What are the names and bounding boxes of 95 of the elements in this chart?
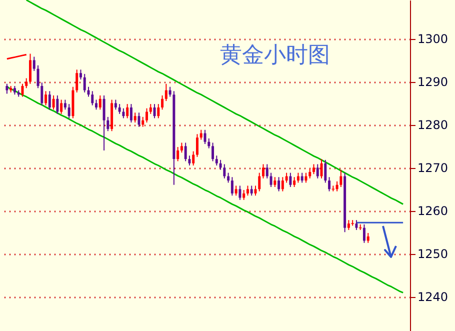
candlestick bbox=[184, 142, 187, 162]
candlestick bbox=[21, 83, 24, 98]
candlestick bbox=[176, 146, 180, 162]
candlestick bbox=[56, 94, 59, 114]
candlestick bbox=[153, 104, 156, 119]
candlestick bbox=[262, 164, 264, 179]
candlestick bbox=[130, 104, 132, 124]
line-series bbox=[6, 86, 404, 294]
candlestick bbox=[192, 150, 195, 166]
candlestick bbox=[122, 108, 125, 119]
candlestick bbox=[106, 116, 110, 132]
candlestick bbox=[242, 190, 246, 200]
candlestick bbox=[304, 172, 308, 184]
candlestick bbox=[6, 83, 8, 94]
candlestick bbox=[293, 176, 296, 188]
candlestick bbox=[98, 94, 102, 110]
candlestick bbox=[254, 185, 257, 196]
candlestick bbox=[157, 104, 160, 119]
candlestick bbox=[60, 99, 63, 114]
candlestick bbox=[340, 169, 342, 188]
candlestick bbox=[285, 172, 288, 184]
candlestick bbox=[52, 94, 55, 110]
candlestick bbox=[36, 64, 40, 89]
y-tick-label: 1240 bbox=[418, 290, 448, 304]
candlestick bbox=[168, 86, 172, 98]
candlestick bbox=[328, 176, 331, 192]
candlestick bbox=[126, 104, 129, 119]
candlestick bbox=[188, 155, 191, 166]
candlestick bbox=[238, 185, 242, 200]
candlestick bbox=[258, 172, 261, 192]
candlestick bbox=[40, 82, 44, 106]
candlestick bbox=[64, 99, 66, 110]
candlestick bbox=[246, 185, 249, 196]
candlestick bbox=[278, 176, 280, 192]
candlestick bbox=[234, 185, 238, 196]
candlestick bbox=[48, 90, 51, 110]
candlestick bbox=[336, 180, 338, 192]
candlestick bbox=[215, 155, 218, 166]
y-tick-label: 1280 bbox=[418, 118, 448, 132]
candlestick bbox=[102, 94, 106, 151]
candlestick bbox=[32, 56, 36, 72]
candlestick bbox=[355, 220, 358, 230]
candlestick bbox=[208, 138, 210, 149]
candlestick bbox=[83, 73, 86, 93]
candlestick bbox=[227, 172, 230, 184]
candlestick bbox=[134, 112, 136, 124]
candlestick bbox=[76, 69, 78, 93]
candlestick bbox=[118, 104, 121, 114]
candlestick bbox=[212, 142, 214, 162]
candlestick bbox=[25, 78, 28, 89]
candlestick bbox=[44, 90, 48, 106]
candlestick bbox=[79, 69, 82, 80]
candlestick bbox=[362, 224, 366, 244]
candlestick bbox=[28, 53, 32, 84]
candlestick bbox=[164, 83, 168, 102]
candlestick bbox=[230, 176, 234, 196]
candlestick bbox=[138, 112, 140, 128]
candlestick bbox=[149, 104, 152, 114]
candlestick bbox=[204, 129, 206, 145]
candlestick bbox=[250, 185, 253, 196]
candlestick bbox=[296, 172, 300, 184]
candlestick bbox=[274, 176, 276, 188]
candlestick bbox=[180, 142, 183, 154]
y-tick-label: 1300 bbox=[418, 32, 448, 46]
candlestick bbox=[347, 220, 350, 230]
candlestick bbox=[270, 172, 272, 188]
candlestick bbox=[91, 90, 94, 106]
text: 黄金小时图 bbox=[220, 43, 330, 68]
candlestick bbox=[332, 185, 335, 192]
line-series bbox=[26, 0, 404, 205]
y-tick-label: 1270 bbox=[418, 161, 448, 176]
candlestick bbox=[281, 176, 284, 192]
candlestick bbox=[142, 116, 144, 128]
candlestick bbox=[266, 164, 268, 179]
candlestick bbox=[308, 168, 312, 179]
candlestick bbox=[223, 164, 226, 179]
candlestick bbox=[320, 158, 323, 179]
candlestick bbox=[200, 129, 202, 140]
candlestick bbox=[87, 86, 90, 98]
candlestick bbox=[196, 134, 198, 158]
candlestick bbox=[146, 108, 148, 124]
candlestick bbox=[366, 232, 370, 244]
candlestick bbox=[289, 172, 292, 188]
candlestick bbox=[68, 104, 70, 119]
y-tick-label: 1290 bbox=[418, 75, 448, 90]
candlestick bbox=[316, 164, 319, 179]
y-tick-label: 1250 bbox=[418, 247, 448, 262]
candlestick bbox=[114, 99, 117, 110]
candlestick bbox=[161, 94, 164, 110]
candlestick bbox=[312, 164, 315, 175]
y-tick-label: 1260 bbox=[418, 204, 448, 218]
candlestick bbox=[300, 172, 304, 184]
candlestick bbox=[324, 159, 327, 184]
candlestick bbox=[219, 159, 222, 170]
candlestick bbox=[95, 99, 98, 110]
